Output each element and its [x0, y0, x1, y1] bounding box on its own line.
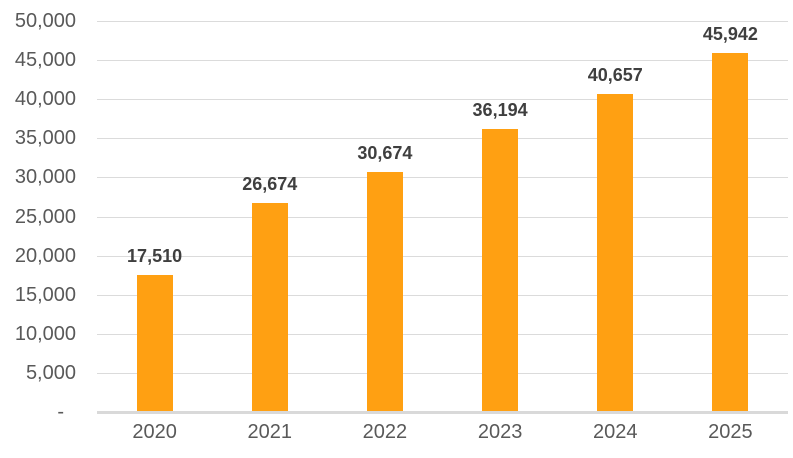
y-tick-label: 5,000	[25, 361, 76, 384]
y-tick-label: 30,000	[14, 166, 76, 189]
x-tick-label: 2022	[362, 421, 408, 443]
y-tick-label: 40,000	[14, 88, 76, 111]
bar-value-label: 40,657	[587, 65, 643, 86]
x-tick-label: 2020	[132, 421, 177, 443]
bar-value-label: 45,942	[702, 23, 758, 44]
y-tick-label: 15,000	[14, 283, 76, 306]
x-axis: 2020 2021 2022 2023 2024 2025	[97, 420, 788, 450]
x-tick-label: 2025	[708, 421, 753, 443]
x-tick-label: 2024	[593, 421, 638, 443]
y-tick-label: -	[57, 401, 64, 423]
gridline	[97, 60, 788, 62]
gridline	[97, 99, 788, 101]
gridline	[97, 372, 788, 374]
x-tick-label: 2021	[247, 421, 293, 443]
y-tick-label: 10,000	[14, 322, 76, 345]
gridline	[97, 216, 788, 218]
y-tick-label: 25,000	[14, 205, 76, 228]
bar-2024	[597, 94, 634, 412]
bar-2023	[482, 128, 519, 412]
bar-2020	[136, 275, 173, 412]
bar-2022	[366, 172, 403, 412]
gridline	[97, 21, 788, 22]
bar-value-label: 30,674	[357, 143, 413, 164]
y-tick-label: 50,000	[14, 10, 76, 32]
gridline	[97, 333, 788, 335]
gridline	[97, 294, 788, 296]
gridline	[97, 255, 788, 257]
x-tick-label: 2023	[477, 421, 523, 443]
plot-area: 17,510 26,674 30,674 36,194 40,657 45,942	[97, 21, 788, 414]
y-tick-label: 45,000	[14, 49, 76, 72]
gridline	[97, 177, 788, 179]
bar-2025	[712, 52, 749, 412]
bar-2021	[251, 203, 288, 412]
gridline	[97, 138, 788, 140]
bar-value-label: 36,194	[472, 99, 528, 120]
bar-value-label: 26,674	[242, 174, 298, 195]
x-axis-line	[97, 411, 788, 414]
y-tick-label: 20,000	[14, 244, 76, 267]
bar-value-label: 17,510	[127, 246, 183, 267]
y-axis: - 5,000 10,000 15,000 20,000 25,000 30,000 35,0…	[0, 10, 76, 423]
y-tick-label: 35,000	[14, 127, 76, 150]
